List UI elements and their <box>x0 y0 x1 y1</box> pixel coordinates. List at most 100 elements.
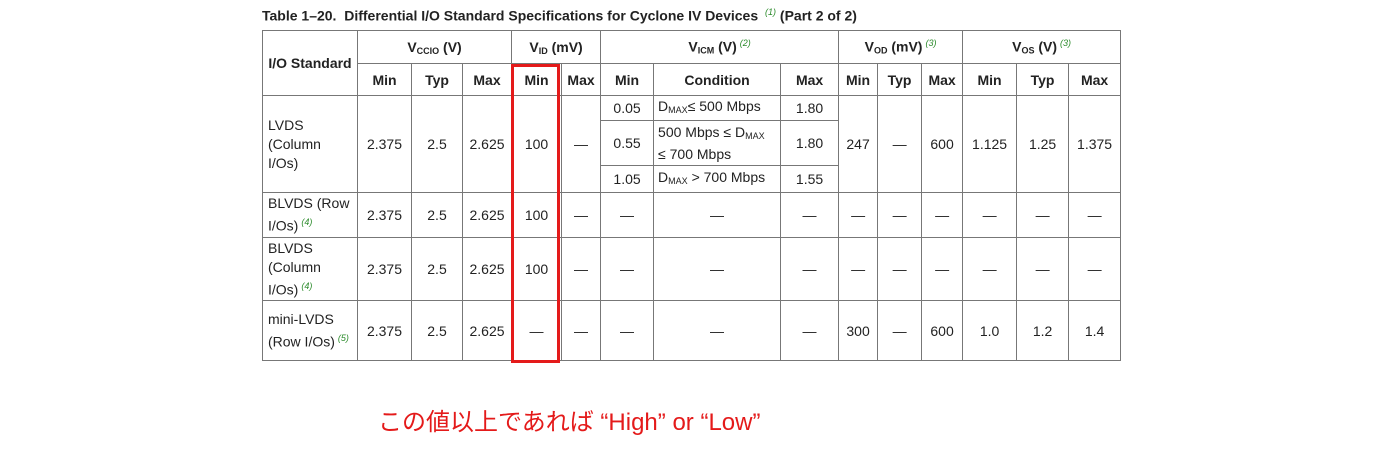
spec-table: I/O Standard VCCIO (V) VID (mV) VICM (V) (2)… <box>262 30 1122 361</box>
vccio-cell: 2.375 <box>357 237 412 301</box>
unit: (V) <box>1038 38 1058 55</box>
vod-cell: 247 <box>838 95 879 193</box>
data-row: 0.55 500 Mbps ≤ DMAX ≤ 700 Mbps 1.80 <box>263 120 1121 166</box>
data-row: LVDS (Column I/Os) 2.375 2.5 2.625 100—0.05 DMA… <box>262 95 1122 193</box>
column-header: Max <box>921 63 964 96</box>
vicm-condition: DMAX≤ 500 Mbps <box>653 95 782 121</box>
standard-line: (Column <box>268 135 321 152</box>
symbol: V <box>407 38 417 55</box>
vod-cell: 600 <box>921 300 964 361</box>
vod-cell: — <box>921 237 964 301</box>
io-standard: mini-LVDS (Row I/Os) (5) <box>262 300 358 361</box>
vod-cell: — <box>877 300 923 361</box>
standard-line: (Row I/Os) (5) <box>268 332 349 350</box>
group-header: VOS (V) (3) <box>962 30 1122 64</box>
vicm-max: — <box>780 192 840 238</box>
vicm-max: — <box>780 300 840 361</box>
standard-line: mini-LVDS <box>268 310 334 327</box>
condition-text: D <box>658 169 669 185</box>
vicm-max: 1.80 <box>780 95 840 121</box>
vicm-min: 0.05 <box>600 95 655 121</box>
vccio-cell: 2.5 <box>411 95 463 193</box>
header-row: I/O Standard VCCIO (V) VID (mV) VICM (V) (2)… <box>262 30 1122 96</box>
vccio-cell: 2.625 <box>461 300 513 361</box>
vos-cell: 1.2 <box>1016 300 1070 361</box>
standard-line: I/Os) (4) <box>268 280 313 298</box>
symbol: V <box>864 38 874 55</box>
part: (Part 2 of 2) <box>779 7 857 24</box>
group-header: VID (mV) <box>511 30 602 64</box>
column-header: Max <box>1068 63 1122 96</box>
vicm-condition: — <box>653 192 782 238</box>
column-header: Max <box>461 63 513 96</box>
vos-cell: 1.375 <box>1068 95 1122 193</box>
table-label: Table 1–20. <box>262 7 337 24</box>
vicm-min: — <box>600 300 655 361</box>
vid-cell: — <box>561 300 602 361</box>
column-header: Min <box>357 63 412 96</box>
column-header: Min <box>962 63 1018 96</box>
footnote: (4) <box>301 217 313 228</box>
column-header: Typ <box>411 63 463 96</box>
condition-text: > 700 Mbps <box>687 169 766 185</box>
row-header: I/O Standard <box>262 30 358 96</box>
vod-cell: 600 <box>921 95 964 193</box>
condition-text: — <box>710 207 725 223</box>
vicm-condition: DMAX > 700 Mbps <box>653 165 782 193</box>
data-row: mini-LVDS (Row I/Os) (5) 2.375 2.5 2.625— — — — —… <box>262 300 1122 361</box>
footnote: (5) <box>337 332 349 343</box>
io-standard: BLVDS (Column I/Os) (4) <box>262 237 358 301</box>
standard-line: (Column <box>268 258 321 275</box>
column-header: Condition <box>653 63 782 96</box>
vid-cell: 100 <box>511 237 563 301</box>
standard-line: I/Os) (4) <box>268 217 313 234</box>
vicm-condition: 500 Mbps ≤ DMAX ≤ 700 Mbps <box>653 120 782 166</box>
vos-cell: — <box>1016 237 1070 301</box>
subscript: CCIO <box>416 45 440 56</box>
data-row: BLVDS (Column I/Os) (4) 2.375 2.5 2.625 100— — — —… <box>262 237 1122 301</box>
symbol: V <box>529 38 539 55</box>
vicm-condition: — <box>653 237 782 301</box>
vccio-cell: 2.5 <box>411 237 463 301</box>
column-header: Min <box>600 63 655 96</box>
standard-line: BLVDS <box>268 239 313 256</box>
vid-cell: 100 <box>511 95 563 193</box>
unit: (mV) <box>551 38 583 55</box>
column-header: Typ <box>1016 63 1070 96</box>
subscript: OD <box>873 45 888 56</box>
vos-cell: — <box>1068 192 1122 238</box>
io-standard: BLVDS (Row I/Os) (4) <box>262 192 358 238</box>
vos-cell: 1.125 <box>962 95 1018 193</box>
vod-cell: 300 <box>838 300 879 361</box>
subscript: MAX <box>745 131 765 141</box>
vos-cell: — <box>962 237 1018 301</box>
subheader-row: Min Typ Max Min Max Min Condition Max Min Typ Max M… <box>263 63 1122 96</box>
vid-cell: — <box>561 95 602 193</box>
title-text: Differential I/O Standard Specifications… <box>344 7 759 24</box>
column-header: Max <box>780 63 840 96</box>
data-row: BLVDS (Row I/Os) (4) 2.375 2.5 2.625 100— — — — — —… <box>262 192 1122 238</box>
vicm-max: — <box>780 237 840 301</box>
condition-text: ≤ 500 Mbps <box>687 98 761 114</box>
vccio-cell: 2.5 <box>411 300 463 361</box>
annotation: この値以上であれば “High” or “Low” <box>378 409 761 436</box>
vod-cell: — <box>877 192 923 238</box>
vid-cell: 100 <box>511 192 563 238</box>
condition-text: — <box>710 261 725 277</box>
group-header: VCCIO (V) <box>356 30 513 64</box>
vccio-cell: 2.5 <box>411 192 463 238</box>
vod-cell: — <box>877 95 923 193</box>
footnote: (4) <box>301 280 313 291</box>
data-row: 1.05 DMAX > 700 Mbps 1.55 <box>263 165 1121 193</box>
column-header: Typ <box>877 63 923 96</box>
vos-cell: — <box>1016 192 1070 238</box>
standard-line: LVDS <box>268 116 304 133</box>
footnote: (2) <box>739 38 751 49</box>
standard-line: I/Os) <box>268 154 299 171</box>
highlight-box <box>511 64 560 363</box>
subscript: MAX <box>668 105 688 115</box>
vccio-cell: 2.625 <box>461 192 513 238</box>
footnote: (3) <box>1060 38 1072 49</box>
vccio-cell: 2.625 <box>461 95 513 193</box>
condition-text: — <box>710 322 725 339</box>
